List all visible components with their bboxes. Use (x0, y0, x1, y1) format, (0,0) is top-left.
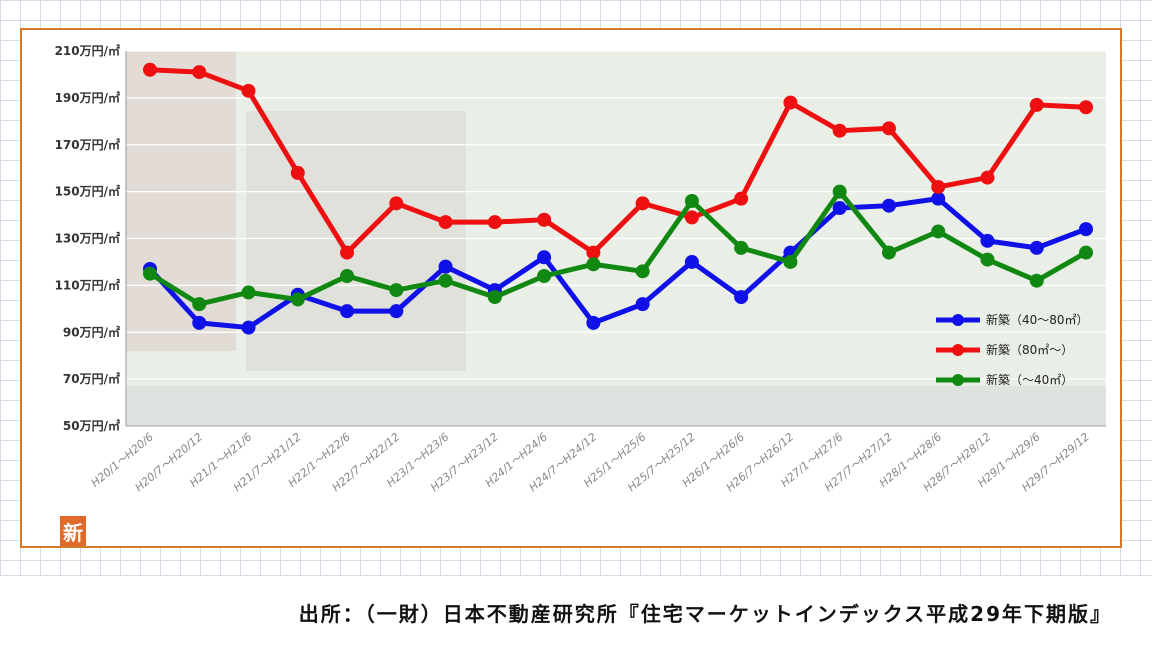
source-band: 出所：（一財）日本不動産研究所『住宅マーケットインデックス平成29年下期版』 (0, 575, 1152, 649)
data-point (241, 320, 256, 335)
data-point (931, 191, 946, 206)
logo-badge: 新 (60, 516, 86, 546)
data-point (537, 269, 552, 283)
data-point (241, 285, 256, 300)
source-caption: 出所：（一財）日本不動産研究所『住宅マーケットインデックス平成29年下期版』 (298, 602, 1112, 626)
legend-label: 新築（～40㎡） (986, 372, 1073, 387)
line-chart: 50万円/㎡ 70万円/㎡ 90万円/㎡ 110万円/㎡ 130万円/㎡ 150万円/㎡ 1… (55, 43, 1106, 494)
legend-marker (952, 344, 964, 356)
data-point (487, 290, 502, 305)
data-point (684, 210, 699, 225)
data-point (537, 212, 552, 227)
data-point (438, 259, 453, 274)
data-point (389, 283, 404, 298)
legend-marker (952, 374, 964, 386)
data-point (241, 83, 256, 98)
y-tick-label: 130万円/㎡ (55, 231, 120, 246)
data-point (832, 123, 847, 138)
data-point (783, 254, 798, 269)
y-tick-label: 110万円/㎡ (55, 277, 120, 292)
data-point (340, 304, 355, 319)
data-point (635, 297, 650, 312)
series-line-2 (149, 67, 1087, 256)
legend-label: 新築（80㎡～） (986, 342, 1073, 357)
data-point (783, 95, 798, 110)
data-point (1029, 240, 1044, 255)
data-point (635, 196, 650, 211)
y-tick-label: 50万円/㎡ (63, 418, 120, 433)
data-point (143, 266, 157, 281)
data-point (931, 224, 946, 239)
y-tick-label: 90万円/㎡ (63, 324, 120, 339)
data-point (143, 62, 157, 77)
legend-marker (952, 314, 964, 326)
y-tick-label: 170万円/㎡ (55, 137, 120, 152)
data-point (192, 297, 207, 312)
data-point (290, 292, 305, 307)
data-point (832, 184, 847, 199)
data-point (832, 201, 847, 216)
data-point (684, 194, 699, 208)
background-road (126, 386, 1106, 426)
data-point (586, 257, 601, 272)
y-tick-label: 150万円/㎡ (55, 184, 120, 199)
y-tick-label: 210万円/㎡ (55, 43, 120, 58)
data-point (192, 315, 207, 330)
data-point (389, 304, 404, 319)
series-line-3 (148, 189, 1088, 307)
data-point (537, 250, 552, 265)
y-tick-label: 190万円/㎡ (55, 90, 120, 105)
data-point (931, 179, 946, 194)
data-point (1029, 97, 1044, 112)
data-point (438, 215, 453, 230)
data-point (734, 290, 749, 305)
data-point (192, 65, 207, 80)
data-point (1079, 222, 1093, 237)
data-point (586, 315, 601, 330)
data-point (586, 245, 601, 260)
data-point (1079, 245, 1093, 260)
data-point (734, 191, 749, 206)
data-point (487, 215, 502, 230)
data-point (881, 198, 896, 213)
y-tick-label: 70万円/㎡ (63, 371, 120, 386)
data-point (1079, 100, 1093, 115)
data-point (980, 233, 995, 248)
data-point (635, 264, 650, 279)
data-point (980, 170, 995, 185)
data-point (1029, 273, 1044, 288)
data-point (734, 240, 749, 255)
data-point (684, 254, 699, 269)
data-point (389, 196, 404, 211)
legend-label: 新築（40～80㎡） (986, 312, 1089, 327)
data-point (881, 245, 896, 260)
data-point (340, 269, 355, 283)
chart-frame: 50万円/㎡ 70万円/㎡ 90万円/㎡ 110万円/㎡ 130万円/㎡ 150万円/㎡ 1… (20, 28, 1122, 548)
data-point (881, 121, 896, 136)
data-point (340, 245, 355, 260)
data-point (290, 165, 305, 180)
data-point (980, 252, 995, 267)
data-point (438, 273, 453, 288)
